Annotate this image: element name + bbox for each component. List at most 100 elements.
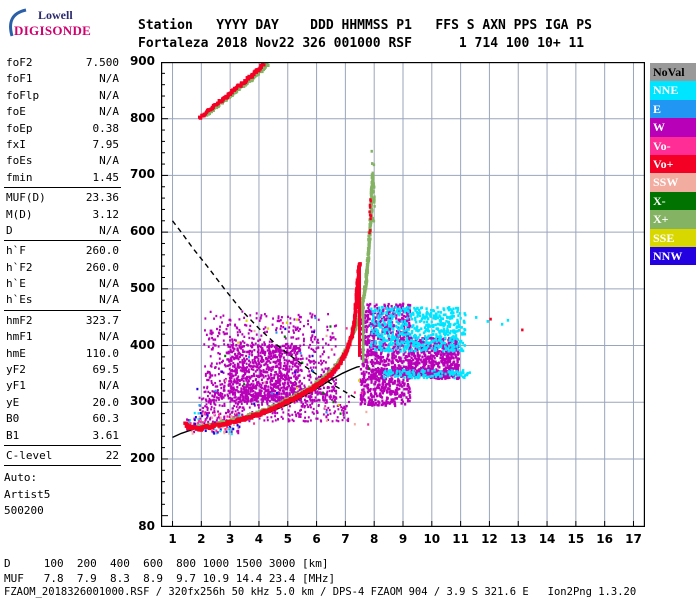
logo-digisonde-text: DIGISONDE	[14, 23, 92, 38]
parameter-value: 20.0	[92, 395, 120, 409]
y-tick-label: 800	[129, 110, 155, 125]
station-header-values: Fortaleza 2018 Nov22 326 001000 RSF 1 71…	[138, 36, 585, 51]
parameter-value: N/A	[99, 330, 119, 344]
parameter-row: hmF2 323.7	[4, 313, 121, 329]
parameter-key: yE	[6, 395, 20, 409]
parameter-group: h`F 260.0 h`F2 260.0 h`E N/A h`Es N/A	[4, 243, 121, 311]
y-tick-label: 200	[129, 450, 155, 465]
logo-arc-icon	[9, 8, 27, 37]
parameter-row: D N/A	[4, 223, 121, 239]
parameter-key: yF2	[6, 363, 26, 377]
x-tick-label: 1	[168, 532, 177, 546]
parameter-key: foEp	[6, 121, 33, 135]
parameter-value: N/A	[99, 154, 119, 168]
file-info-footer: FZAOM_2018326001000.RSF / 320fx256h 50 k…	[4, 586, 637, 598]
x-tick-label: 11	[452, 532, 469, 546]
parameter-key: h`F	[6, 244, 26, 258]
parameter-value: 60.3	[92, 412, 120, 426]
echo-traces	[183, 62, 375, 432]
parameter-row: yE 20.0	[4, 395, 121, 411]
parameter-row: M(D) 3.12	[4, 207, 121, 223]
x-tick-label: 6	[312, 532, 321, 546]
legend-item-w[interactable]: W	[650, 118, 696, 137]
parameter-value: 260.0	[85, 260, 119, 274]
legend-item-sse[interactable]: SSE	[650, 228, 696, 247]
parameter-row: h`Es N/A	[4, 292, 121, 308]
parameter-value: N/A	[99, 72, 119, 86]
parameter-group: foF2 7.500 foF1 N/A foFlp N/A foE N/A foEp 0.38 fx…	[4, 55, 121, 189]
parameter-row: foF2 7.500	[4, 55, 121, 71]
auto-program: Artist5	[4, 487, 51, 501]
legend-item-x-[interactable]: X+	[650, 210, 696, 229]
muf-distance-table: D 100 200 400 600 800 1000 1500 3000 [km…	[4, 557, 335, 586]
legend-item-ssw[interactable]: SSW	[650, 173, 696, 192]
station-header-columns: Station YYYY DAY DDD HHMMSS P1 FFS S AXN…	[138, 18, 592, 33]
parameter-value: 323.7	[85, 313, 119, 327]
parameter-row: foFlp N/A	[4, 88, 121, 104]
x-mode-upper-streak	[368, 149, 376, 235]
parameter-value: 3.61	[92, 428, 120, 442]
parameter-value: 22	[105, 448, 119, 462]
legend-item-x-[interactable]: X-	[650, 191, 696, 211]
parameter-value: 7.500	[85, 56, 119, 69]
parameter-row: MUF(D) 23.36	[4, 190, 121, 206]
parameter-key: foEs	[6, 154, 33, 168]
parameter-value: 1.45	[92, 170, 120, 184]
auto-code: 500200	[4, 504, 44, 518]
parameter-key: C-level	[6, 448, 53, 462]
x-tick-label: 9	[398, 532, 408, 546]
parameter-value: 23.36	[85, 191, 119, 205]
parameter-row: h`F 260.0	[4, 243, 121, 259]
parameter-row: foE N/A	[4, 104, 121, 120]
legend-item-vo-[interactable]: Vo-	[650, 136, 696, 155]
parameter-row: B0 60.3	[4, 411, 121, 427]
x-tick-label: 17	[625, 532, 642, 546]
noise-scatter	[185, 302, 524, 436]
legend-item-noval[interactable]: NoVal	[650, 63, 696, 82]
parameter-value: N/A	[99, 223, 119, 237]
parameter-key: MUF(D)	[6, 191, 46, 205]
parameter-value: N/A	[99, 379, 119, 393]
lowell-digisonde-logo: Lowell DIGISONDE	[6, 8, 116, 42]
parameter-row: B1 3.61	[4, 428, 121, 444]
legend-item-vo-[interactable]: Vo+	[650, 154, 696, 174]
parameter-value: 69.5	[92, 363, 120, 377]
x-tick-label: 14	[538, 532, 556, 546]
parameter-key: yF1	[6, 379, 26, 393]
ionogram-plot[interactable]	[161, 62, 645, 527]
x-tick-label: 12	[481, 532, 498, 546]
axis-frame	[161, 62, 645, 527]
station-header: Station YYYY DAY DDD HHMMSS P1 FFS S AXN…	[138, 17, 592, 53]
parameter-key: h`E	[6, 277, 26, 291]
logo-lowell-text: Lowell	[38, 8, 73, 22]
auto-scaling-info: Auto: Artist5 500200	[4, 468, 121, 519]
parameter-row: fmin 1.45	[4, 170, 121, 186]
parameter-row: h`E N/A	[4, 276, 121, 292]
parameter-value: 260.0	[85, 244, 119, 258]
polarization-legend: NoVal NNE E W Vo- Vo+ SSW X- X+ SSE NNW	[650, 63, 696, 266]
parameter-key: B1	[6, 428, 20, 442]
parameter-key: M(D)	[6, 207, 33, 221]
legend-item-nne[interactable]: NNE	[650, 81, 696, 100]
x-tick-label: 7	[341, 532, 350, 546]
x-tick-label: 13	[509, 532, 527, 546]
x-tick-label: 4	[254, 532, 264, 546]
auto-label: Auto:	[4, 471, 38, 485]
y-tick-label: 80	[138, 519, 155, 533]
ionogram-canvas[interactable]	[161, 62, 645, 527]
parameter-value: N/A	[99, 88, 119, 102]
parameter-value: 3.12	[92, 207, 120, 221]
muf-row: MUF 7.8 7.9 8.3 8.9 9.7 10.9 14.4 23.4 […	[4, 571, 336, 585]
parameter-key: hmF1	[6, 330, 33, 344]
parameter-row: hmE 110.0	[4, 346, 121, 362]
x-tick-label: 8	[370, 532, 379, 546]
legend-item-nnw[interactable]: NNW	[650, 246, 696, 266]
distance-row: D 100 200 400 600 800 1000 1500 3000 [km…	[4, 557, 329, 570]
parameter-key: h`Es	[6, 293, 33, 307]
parameter-value: 0.38	[92, 121, 120, 135]
parameter-group: C-level 22	[4, 448, 121, 467]
parameter-group: hmF2 323.7 hmF1 N/A hmE 110.0 yF2 69.5 yF1 N/A yE 2…	[4, 313, 121, 446]
legend-item-e[interactable]: E	[650, 99, 696, 119]
parameter-value: N/A	[99, 293, 119, 307]
